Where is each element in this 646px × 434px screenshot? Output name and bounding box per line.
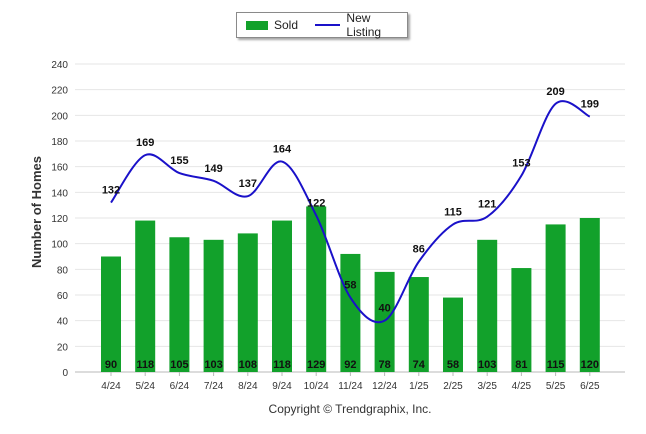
bar-value-label: 118: [136, 359, 154, 371]
y-tick-label: 40: [57, 317, 69, 328]
bar-value-label: 120: [581, 359, 599, 371]
bar-labels: 90 118 105 103 108 118 129 92 78 74 58 103 81 115 120: [105, 359, 599, 371]
bar-sold: [169, 237, 190, 372]
x-axis-ticks: 4/24 5/24 6/24 7/24 8/24 9/24 10/24 11/24 12/24 1…: [101, 372, 600, 392]
legend-item-sold: Sold: [246, 18, 298, 32]
bar-sold: [443, 297, 463, 372]
bars: [101, 206, 600, 372]
x-tick-label: 5/25: [546, 381, 566, 392]
bar-value-label: 78: [378, 359, 390, 371]
line-value-label: 153: [512, 158, 530, 170]
line-series: [110, 100, 591, 324]
bar-value-label: 108: [239, 359, 257, 371]
line-value-label: 149: [204, 163, 222, 175]
line-value-label: 122: [307, 197, 325, 209]
line-value-label: 199: [581, 99, 599, 111]
legend-label-new-listing: New Listing: [346, 11, 382, 39]
y-tick-label: 20: [57, 342, 69, 353]
line-value-label: 58: [344, 280, 356, 292]
y-tick-label: 100: [51, 240, 68, 251]
line-value-label: 164: [273, 144, 292, 156]
bar-value-label: 129: [307, 359, 325, 371]
line-value-label: 121: [478, 199, 496, 211]
line-value-label: 169: [136, 137, 154, 149]
x-tick-label: 11/24: [338, 381, 363, 392]
y-tick-label: 180: [51, 137, 68, 148]
y-tick-label: 200: [51, 111, 68, 122]
bar-sold: [272, 220, 292, 372]
bar-value-label: 118: [273, 359, 291, 371]
x-tick-label: 10/24: [304, 381, 329, 392]
bar-value-label: 74: [413, 359, 426, 371]
bar-value-label: 81: [515, 359, 527, 371]
line-value-label: 86: [413, 244, 425, 256]
y-axis-label: Number of Homes: [29, 156, 44, 268]
line-value-label: 132: [102, 185, 120, 197]
bar-sold: [579, 218, 600, 372]
bar-sold: [306, 206, 327, 372]
y-tick-label: 60: [57, 291, 69, 302]
copyright-footer: Copyright © Trendgraphix, Inc.: [269, 402, 432, 416]
x-tick-label: 3/25: [477, 381, 497, 392]
x-tick-label: 6/25: [580, 381, 600, 392]
x-tick-label: 5/24: [135, 381, 155, 392]
x-tick-label: 4/24: [101, 381, 121, 392]
line-value-label: 115: [444, 206, 462, 218]
bar-sold: [374, 271, 395, 372]
y-tick-label: 220: [51, 86, 68, 97]
legend: Sold New Listing: [236, 11, 408, 39]
y-tick-label: 140: [51, 188, 68, 199]
y-tick-label: 120: [51, 214, 68, 225]
bar-value-label: 115: [547, 359, 565, 371]
bar-sold: [340, 253, 361, 372]
legend-label-sold: Sold: [274, 18, 299, 32]
bar-sold: [477, 239, 498, 372]
line-value-label: 155: [170, 155, 188, 167]
line-value-label: 137: [239, 178, 257, 190]
bar-sold: [511, 268, 532, 372]
line-labels: 132 169 155 149 137 164 122 58 40 86 115 121 153 209 1…: [102, 86, 599, 315]
bar-value-label: 103: [204, 359, 222, 371]
bar-value-label: 58: [447, 359, 459, 371]
bar-value-label: 103: [478, 359, 496, 371]
y-axis-ticks: 0 20 40 60 80 100 120 140 160 180 200 220 240: [51, 60, 68, 379]
bar-sold: [101, 256, 121, 372]
legend-swatch-new-listing: [315, 24, 341, 26]
x-tick-label: 6/24: [170, 381, 190, 392]
x-tick-label: 9/24: [272, 381, 292, 392]
y-tick-label: 80: [57, 265, 69, 276]
legend-item-new-listing: New Listing: [307, 11, 407, 39]
line-value-label: 40: [378, 303, 390, 315]
y-tick-label: 160: [51, 163, 68, 174]
bar-value-label: 90: [105, 359, 117, 371]
x-tick-label: 12/24: [372, 381, 397, 392]
line-new-listing: [110, 100, 591, 324]
legend-swatch-sold: [246, 20, 268, 30]
y-tick-label: 240: [51, 60, 68, 71]
x-tick-label: 8/24: [238, 381, 258, 392]
x-tick-label: 4/25: [512, 381, 532, 392]
bar-sold: [237, 233, 258, 372]
x-tick-label: 1/25: [409, 381, 429, 392]
line-value-label: 209: [546, 86, 564, 98]
bar-value-label: 92: [344, 359, 356, 371]
bar-sold: [135, 220, 156, 372]
y-tick-label: 0: [62, 368, 68, 379]
bar-value-label: 105: [170, 359, 188, 371]
bar-sold: [408, 277, 429, 372]
bar-sold: [545, 224, 566, 372]
bar-sold: [203, 239, 224, 372]
x-tick-label: 2/25: [443, 381, 463, 392]
x-tick-label: 7/24: [204, 381, 224, 392]
